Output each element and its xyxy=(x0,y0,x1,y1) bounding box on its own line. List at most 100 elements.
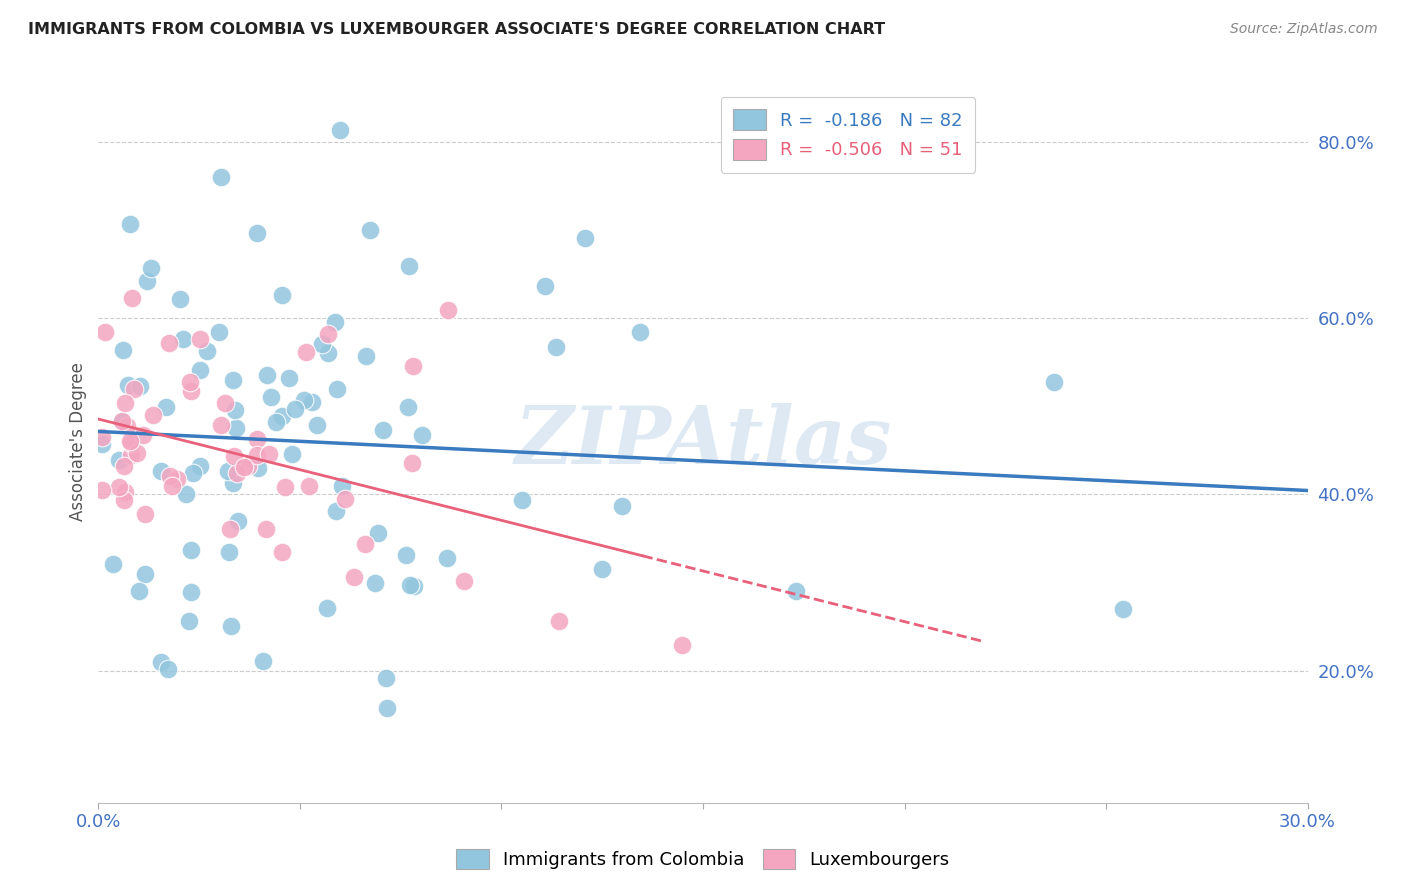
Point xyxy=(225,467,247,481)
Point xyxy=(316,345,339,359)
Point xyxy=(195,343,218,358)
Text: IMMIGRANTS FROM COLOMBIA VS LUXEMBOURGER ASSOCIATE'S DEGREE CORRELATION CHART: IMMIGRANTS FROM COLOMBIA VS LUXEMBOURGER… xyxy=(28,22,886,37)
Point xyxy=(375,671,398,685)
Point xyxy=(373,423,395,437)
Point xyxy=(121,291,143,305)
Point xyxy=(91,430,114,444)
Point xyxy=(225,421,247,435)
Point xyxy=(246,433,269,447)
Point xyxy=(188,458,211,473)
Point xyxy=(142,408,165,422)
Point xyxy=(510,493,533,508)
Point xyxy=(547,615,569,629)
Point xyxy=(274,480,297,494)
Point xyxy=(115,419,138,434)
Point xyxy=(111,343,134,358)
Point xyxy=(226,514,249,528)
Point xyxy=(107,480,129,494)
Point xyxy=(132,428,155,442)
Point xyxy=(453,574,475,589)
Point xyxy=(343,569,366,583)
Point xyxy=(311,337,333,351)
Point xyxy=(1043,375,1066,389)
Point xyxy=(218,522,240,536)
Point xyxy=(128,584,150,599)
Point xyxy=(180,384,202,398)
Point xyxy=(326,382,349,396)
Point xyxy=(120,448,142,462)
Point xyxy=(254,522,277,536)
Point xyxy=(172,332,194,346)
Point xyxy=(224,450,246,464)
Point xyxy=(354,537,377,551)
Point xyxy=(218,545,240,559)
Point xyxy=(574,231,596,245)
Point xyxy=(103,557,125,571)
Point xyxy=(264,415,287,429)
Point xyxy=(179,376,201,390)
Point xyxy=(375,701,398,715)
Point xyxy=(402,359,425,373)
Point xyxy=(114,396,136,410)
Point xyxy=(214,396,236,410)
Point xyxy=(256,368,278,382)
Point xyxy=(335,492,357,507)
Point xyxy=(166,472,188,486)
Point xyxy=(139,260,162,275)
Point xyxy=(591,562,613,576)
Point xyxy=(112,492,135,507)
Point xyxy=(221,373,243,387)
Point xyxy=(211,417,233,432)
Point xyxy=(120,436,142,450)
Point xyxy=(118,434,141,448)
Point xyxy=(134,507,156,521)
Point xyxy=(217,464,239,478)
Point xyxy=(159,468,181,483)
Point xyxy=(315,601,337,615)
Point xyxy=(398,260,420,274)
Point xyxy=(236,458,259,473)
Point xyxy=(180,585,202,599)
Point xyxy=(294,345,316,359)
Point xyxy=(396,401,419,415)
Point xyxy=(127,445,149,459)
Point xyxy=(411,428,433,442)
Point xyxy=(177,614,200,628)
Point xyxy=(323,314,346,328)
Point xyxy=(181,466,204,480)
Y-axis label: Associate's Degree: Associate's Degree xyxy=(69,362,87,521)
Point xyxy=(325,504,347,518)
Point xyxy=(94,325,117,339)
Text: Source: ZipAtlas.com: Source: ZipAtlas.com xyxy=(1230,22,1378,37)
Point xyxy=(150,656,173,670)
Point xyxy=(292,393,315,408)
Point xyxy=(546,340,568,354)
Point xyxy=(190,333,212,347)
Point xyxy=(174,487,197,501)
Point xyxy=(270,409,292,423)
Point xyxy=(136,275,159,289)
Point xyxy=(316,327,339,342)
Point xyxy=(298,479,321,493)
Point xyxy=(436,551,458,566)
Point xyxy=(208,325,231,339)
Point xyxy=(260,390,283,404)
Point xyxy=(354,349,377,363)
Point xyxy=(301,395,323,409)
Legend: R =  -0.186   N = 82, R =  -0.506   N = 51: R = -0.186 N = 82, R = -0.506 N = 51 xyxy=(721,96,976,172)
Point xyxy=(222,476,245,491)
Point xyxy=(330,479,353,493)
Point xyxy=(281,447,304,461)
Point xyxy=(157,336,180,351)
Text: ZIPAtlas: ZIPAtlas xyxy=(515,403,891,480)
Point xyxy=(246,226,269,240)
Point xyxy=(117,377,139,392)
Point xyxy=(118,217,141,231)
Point xyxy=(157,662,180,676)
Point xyxy=(401,456,423,470)
Point xyxy=(232,459,254,474)
Point xyxy=(364,575,387,590)
Point xyxy=(534,279,557,293)
Point xyxy=(271,545,294,559)
Point xyxy=(224,403,246,417)
